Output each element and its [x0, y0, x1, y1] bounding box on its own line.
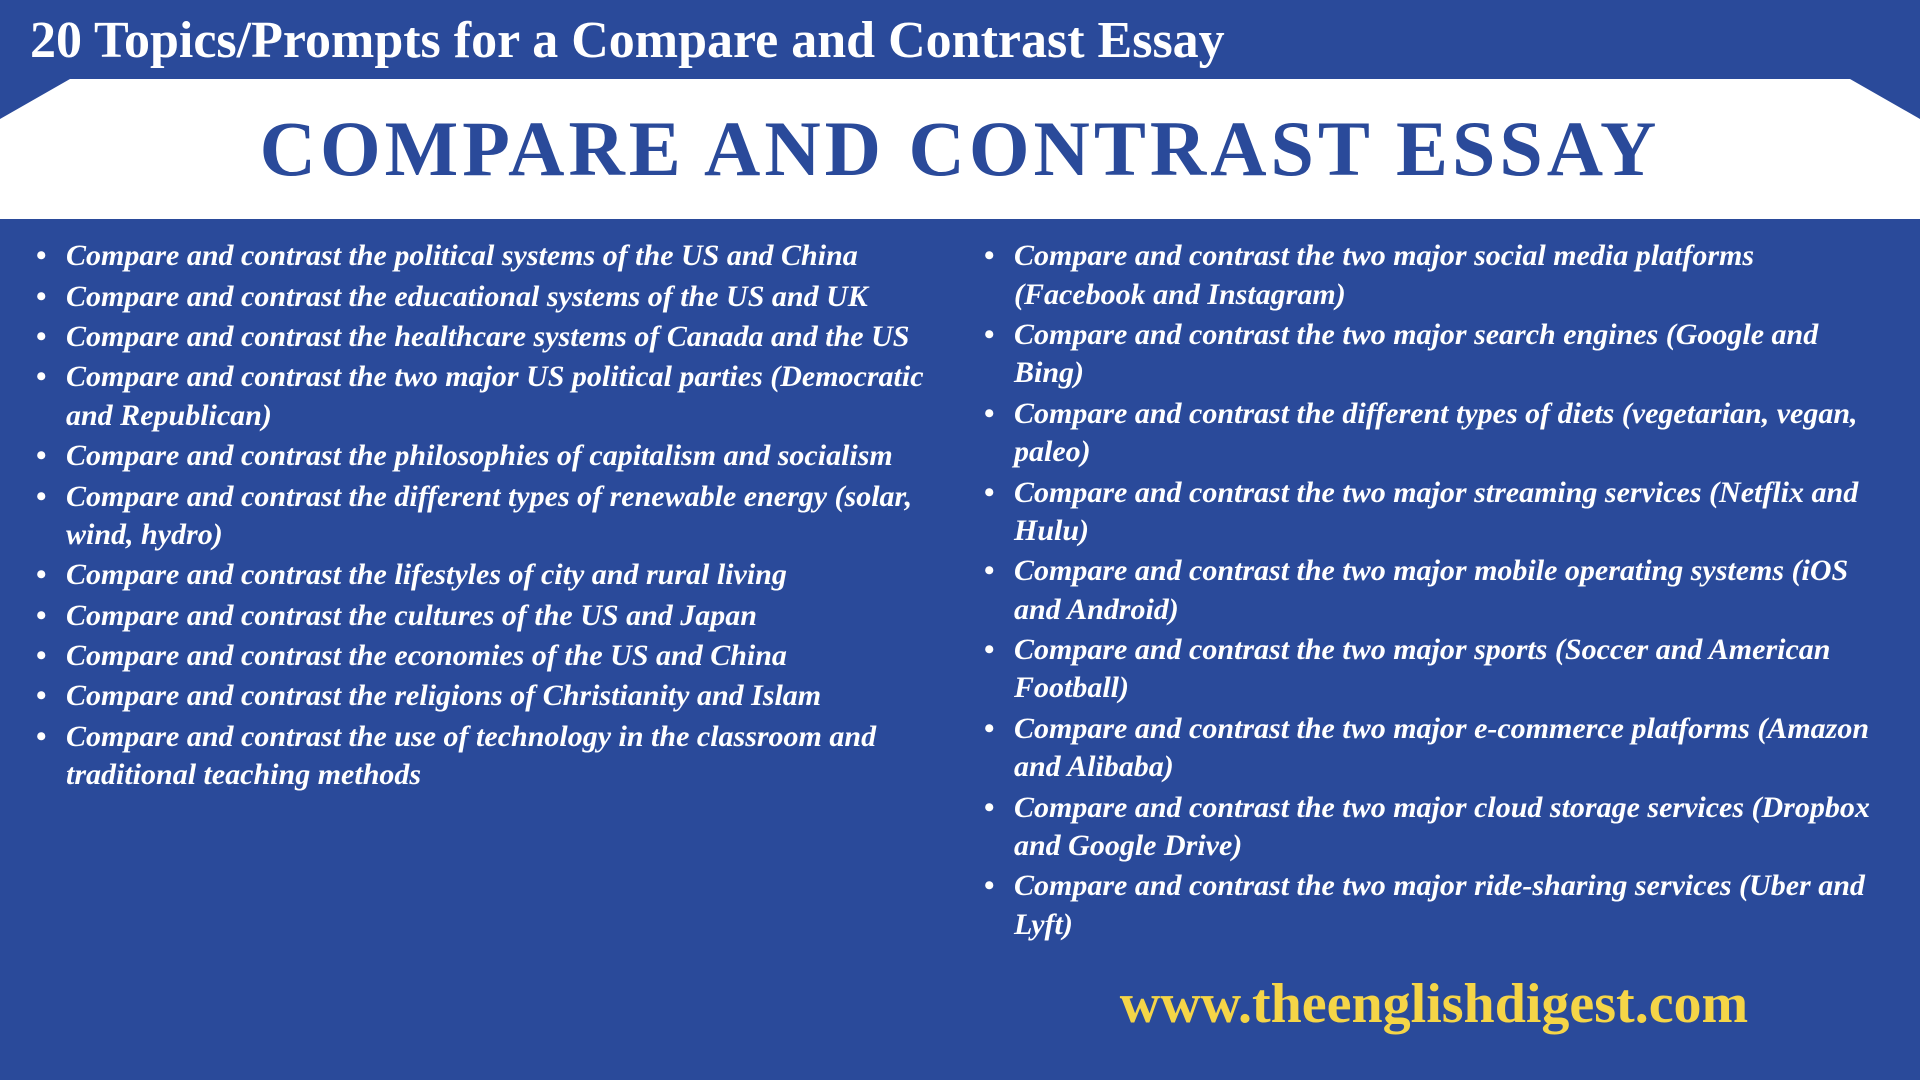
- list-item: Compare and contrast the economies of th…: [58, 637, 942, 675]
- banner-notch-right: [1850, 79, 1920, 119]
- list-item: Compare and contrast the two major US po…: [58, 358, 942, 435]
- banner-notch-left: [0, 79, 70, 119]
- list-item: Compare and contrast the lifestyles of c…: [58, 556, 942, 594]
- list-item: Compare and contrast the different types…: [1006, 395, 1890, 472]
- list-item: Compare and contrast the two major mobil…: [1006, 552, 1890, 629]
- list-item: Compare and contrast the religions of Ch…: [58, 677, 942, 715]
- banner-container: COMPARE AND CONTRAST ESSAY: [0, 79, 1920, 219]
- banner-title: COMPARE AND CONTRAST ESSAY: [260, 104, 1661, 194]
- left-column: Compare and contrast the political syste…: [30, 237, 942, 1036]
- list-item: Compare and contrast the cultures of the…: [58, 597, 942, 635]
- list-item: Compare and contrast the philosophies of…: [58, 437, 942, 475]
- list-item: Compare and contrast the two major ride-…: [1006, 867, 1890, 944]
- banner: COMPARE AND CONTRAST ESSAY: [0, 79, 1920, 219]
- website-url: www.theenglishdigest.com: [978, 972, 1890, 1036]
- right-topic-list: Compare and contrast the two major socia…: [978, 237, 1890, 944]
- list-item: Compare and contrast the two major sport…: [1006, 631, 1890, 708]
- list-item: Compare and contrast the two major cloud…: [1006, 789, 1890, 866]
- list-item: Compare and contrast the educational sys…: [58, 278, 942, 316]
- list-item: Compare and contrast the two major e-com…: [1006, 710, 1890, 787]
- list-item: Compare and contrast the two major socia…: [1006, 237, 1890, 314]
- list-item: Compare and contrast the two major strea…: [1006, 474, 1890, 551]
- list-item: Compare and contrast the use of technolo…: [58, 718, 942, 795]
- list-item: Compare and contrast the political syste…: [58, 237, 942, 275]
- list-item: Compare and contrast the two major searc…: [1006, 316, 1890, 393]
- left-topic-list: Compare and contrast the political syste…: [30, 237, 942, 794]
- columns-container: Compare and contrast the political syste…: [0, 237, 1920, 1036]
- page-top-title: 20 Topics/Prompts for a Compare and Cont…: [0, 0, 1920, 79]
- list-item: Compare and contrast the healthcare syst…: [58, 318, 942, 356]
- right-column: Compare and contrast the two major socia…: [978, 237, 1890, 1036]
- list-item: Compare and contrast the different types…: [58, 478, 942, 555]
